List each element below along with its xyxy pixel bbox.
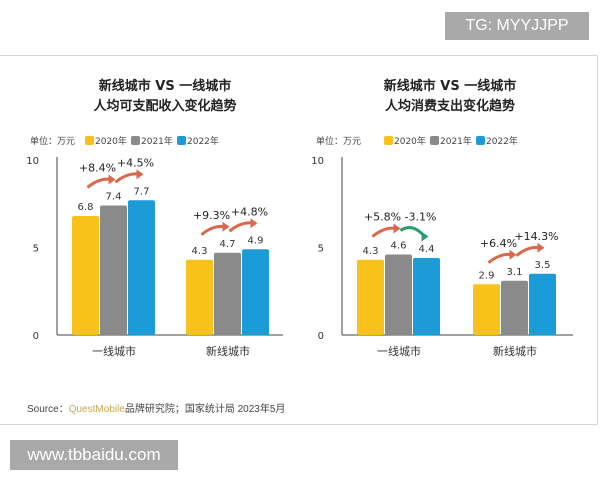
legend-label: 2020年 (95, 135, 127, 147)
growth-arrow (86, 177, 112, 189)
growth-arrowhead (250, 218, 258, 229)
y-tick-label: 5 (318, 244, 324, 255)
y-tick-label: 5 (33, 244, 39, 255)
bar (357, 259, 384, 335)
legend-swatch (177, 136, 186, 145)
growth-arrow (114, 172, 140, 184)
bar (413, 258, 440, 335)
bar-value-label: 4.3 (192, 246, 208, 257)
growth-label: +9.3% (193, 209, 230, 222)
bar-value-label: 4.9 (248, 235, 264, 246)
legend-swatch (476, 136, 485, 145)
bar-value-label: 6.8 (78, 202, 94, 213)
growth-arrowhead (421, 231, 429, 242)
y-tick-label: 0 (33, 331, 39, 342)
bar (529, 273, 556, 335)
bar (72, 216, 99, 335)
y-tick-label: 0 (318, 331, 324, 342)
bar-value-label: 4.3 (363, 246, 379, 257)
growth-arrow (487, 252, 513, 264)
watermark-top: TG: MYYJJPP (445, 12, 589, 40)
growth-label: +6.4% (480, 237, 517, 250)
growth-arrowhead (222, 221, 230, 232)
bar-value-label: 4.6 (391, 241, 407, 252)
legend-swatch (384, 136, 393, 145)
bar-value-label: 3.5 (535, 260, 551, 271)
growth-label: +5.8% (364, 211, 401, 224)
legend-swatch (131, 136, 140, 145)
bar-value-label: 2.9 (479, 270, 495, 281)
growth-label: -3.1% (405, 211, 437, 224)
x-tick-label: 一线城市 (377, 344, 421, 358)
growth-label: +4.8% (231, 205, 268, 218)
unit-label: 单位：万元 (316, 135, 361, 147)
bar (473, 284, 500, 335)
growth-arrow (371, 226, 397, 238)
unit-label: 单位：万元 (30, 135, 75, 147)
chart-title-line1: 新线城市 VS 一线城市 (384, 78, 516, 94)
source-rest: 品牌研究院；国家统计局 2023年5月 (124, 404, 286, 415)
bar-value-label: 7.4 (106, 192, 122, 203)
chart-title-line2: 人均消费支出变化趋势 (385, 98, 515, 114)
growth-arrowhead (136, 169, 144, 180)
bar-value-label: 7.7 (134, 186, 150, 197)
bar (100, 205, 127, 335)
bar (385, 254, 412, 335)
x-tick-label: 新线城市 (493, 344, 537, 358)
y-tick-label: 10 (311, 156, 324, 167)
source-note: Source：QuestMobile品牌研究院；国家统计局 2023年5月 (27, 400, 285, 415)
legend-label: 2021年 (141, 135, 173, 147)
bar-value-label: 4.7 (220, 239, 236, 250)
growth-arrowhead (393, 223, 401, 234)
growth-label: +14.3% (514, 230, 558, 243)
chart-card (0, 55, 598, 425)
growth-arrow (200, 224, 226, 236)
watermark-bottom: www.tbbaidu.com (10, 440, 178, 470)
legend-label: 2020年 (394, 135, 426, 147)
y-tick-label: 10 (26, 156, 39, 167)
growth-arrow (228, 221, 254, 233)
bar (242, 249, 269, 335)
growth-label: +4.5% (117, 156, 154, 169)
x-tick-label: 新线城市 (206, 344, 250, 358)
bar (214, 252, 241, 335)
growth-arrow (399, 226, 426, 238)
bar (501, 280, 528, 335)
source-label: Source： (27, 404, 69, 415)
bar (128, 200, 155, 335)
chart-title-line1: 新线城市 VS 一线城市 (99, 78, 231, 94)
growth-arrowhead (537, 242, 545, 253)
growth-label: +8.4% (79, 162, 116, 175)
x-tick-label: 一线城市 (92, 344, 136, 358)
growth-arrowhead (108, 174, 116, 185)
growth-arrow (515, 245, 541, 257)
growth-arrowhead (509, 249, 517, 260)
chart-title-line2: 人均可支配收入变化趋势 (93, 98, 236, 114)
legend-swatch (85, 136, 94, 145)
legend-label: 2022年 (187, 135, 219, 147)
bar (186, 259, 213, 335)
legend-label: 2021年 (440, 135, 472, 147)
bar-value-label: 4.4 (419, 244, 435, 255)
legend-swatch (430, 136, 439, 145)
legend-label: 2022年 (486, 135, 518, 147)
bar-value-label: 3.1 (507, 267, 523, 278)
source-brand: QuestMobile (68, 404, 125, 415)
